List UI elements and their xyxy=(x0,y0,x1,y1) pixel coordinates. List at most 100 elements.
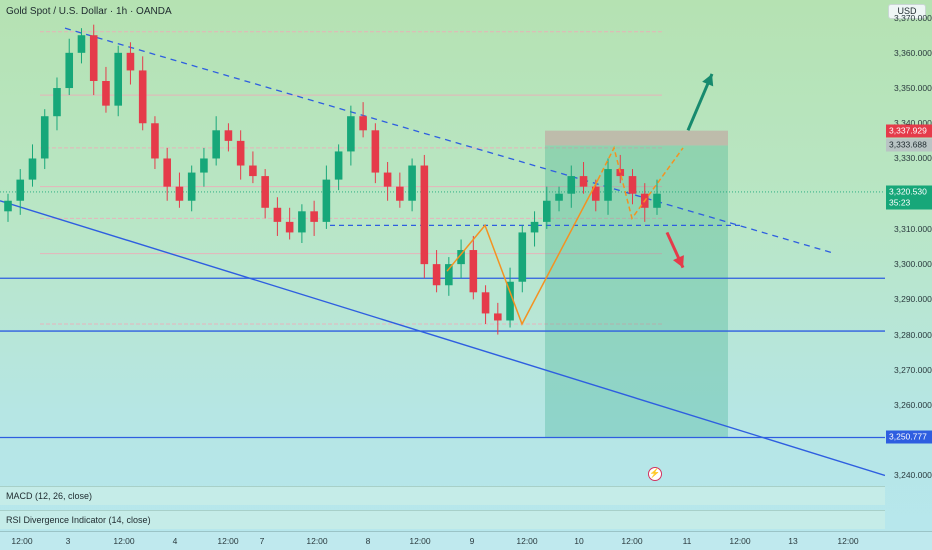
chart-area[interactable] xyxy=(0,0,885,486)
time-tick-label: 12:00 xyxy=(217,536,239,546)
candle-body xyxy=(77,35,86,53)
price-tick-label: 3,310.000 xyxy=(894,223,932,234)
candle-body xyxy=(212,130,220,159)
price-marker-label: 3,320.530 xyxy=(886,185,932,199)
symbol-title[interactable]: Gold Spot / U.S. Dollar · 1h · OANDA xyxy=(6,6,172,17)
candle-body xyxy=(530,221,539,233)
time-tick-label: 12:00 xyxy=(837,536,859,546)
candle-body xyxy=(591,186,600,201)
candle-body xyxy=(53,88,61,117)
candle-body xyxy=(445,264,453,286)
candle-body xyxy=(224,130,233,141)
candle-body xyxy=(347,116,355,152)
candle-body xyxy=(555,193,563,201)
candle-body xyxy=(494,313,502,321)
candle-body xyxy=(89,35,98,81)
orange-wave-path xyxy=(446,179,599,326)
candle-body xyxy=(408,165,416,201)
candle-body xyxy=(420,165,429,265)
candle-body xyxy=(28,158,37,180)
price-chart[interactable] xyxy=(0,0,885,486)
candle-body xyxy=(359,116,367,131)
candle-body xyxy=(383,172,392,187)
stop-zone-box xyxy=(545,130,728,146)
time-tick-label: 4 xyxy=(172,536,178,546)
price-marker-label: 3,250.777 xyxy=(886,430,932,444)
price-marker-label: 3,337.929 xyxy=(886,124,932,138)
time-axis[interactable]: 12:00 3 12:00 4 12:00 7 12:00 8 12:00 9 12:00 10 12:… xyxy=(0,531,932,550)
candle-body xyxy=(518,232,527,282)
candle-body xyxy=(481,292,490,314)
candle-body xyxy=(249,165,257,177)
macd-panel[interactable]: MACD (12, 26, close) xyxy=(0,486,885,505)
candle-body xyxy=(506,281,514,321)
candle-body xyxy=(126,52,135,71)
candle-body xyxy=(114,52,123,106)
price-tick-label: 3,330.000 xyxy=(894,153,932,164)
time-tick-label: 3 xyxy=(65,536,71,546)
candle-body xyxy=(285,221,294,233)
candle-body xyxy=(457,250,465,265)
up-arrow-head xyxy=(702,73,714,87)
time-tick-label: 12:00 xyxy=(516,536,538,546)
time-tick-label: 7 xyxy=(259,536,265,546)
candle-body xyxy=(261,176,269,208)
candle-body xyxy=(273,207,282,222)
candle-body xyxy=(469,250,478,293)
rsi-panel[interactable]: RSI Divergence Indicator (14, close) xyxy=(0,510,885,529)
price-axis[interactable]: 3,370.0003,360.0003,350.0003,340.0003,33… xyxy=(885,0,932,520)
candle-body xyxy=(4,200,12,212)
time-tick-label: 9 xyxy=(469,536,475,546)
price-tick-label: 3,240.000 xyxy=(894,470,932,481)
time-tick-label: 12:00 xyxy=(621,536,643,546)
candle-body xyxy=(175,186,184,201)
candle-body xyxy=(163,158,171,187)
time-tick-label: 12:00 xyxy=(729,536,751,546)
price-tick-label: 3,260.000 xyxy=(894,400,932,410)
candle-body xyxy=(604,169,612,201)
candle-body xyxy=(310,211,318,222)
descending-trendline xyxy=(0,200,885,477)
price-tick-label: 3,370.000 xyxy=(894,12,932,23)
price-tick-label: 3,290.000 xyxy=(894,294,932,305)
price-tick-label: 3,280.000 xyxy=(894,329,932,340)
candle-body xyxy=(432,264,441,286)
price-marker-label: 3,333.688 xyxy=(886,138,932,152)
price-tick-label: 3,300.000 xyxy=(894,259,932,270)
macd-label: MACD (12, 26, close) xyxy=(6,491,93,501)
time-tick-label: 8 xyxy=(365,536,371,546)
price-tick-label: 3,360.000 xyxy=(894,47,932,58)
rsi-label: RSI Divergence Indicator (14, close) xyxy=(6,515,151,525)
candle-body xyxy=(65,52,74,89)
price-tick-label: 3,340.000 xyxy=(894,118,932,128)
candle-body xyxy=(151,123,159,159)
candle-body xyxy=(236,140,245,166)
price-tick-label: 3,350.000 xyxy=(894,83,932,94)
dashed-trendline xyxy=(64,27,836,255)
candle-body xyxy=(187,172,196,201)
price-marker-label: 35:23 xyxy=(886,196,932,210)
down-arrow-head xyxy=(672,255,684,268)
time-tick-label: 12:00 xyxy=(306,536,328,546)
candle-body xyxy=(653,193,661,208)
candle-body xyxy=(138,70,147,124)
orange-projection-path xyxy=(597,145,684,221)
time-tick-label: 12:00 xyxy=(113,536,135,546)
candle-body xyxy=(579,176,588,187)
currency-button[interactable]: USD xyxy=(888,4,926,19)
candle-body xyxy=(322,179,331,222)
candle-body xyxy=(334,151,343,180)
time-tick-label: 12:00 xyxy=(409,536,431,546)
time-tick-label: 11 xyxy=(682,536,692,546)
candle-body xyxy=(567,176,576,194)
candle-body xyxy=(16,179,25,201)
target-zone-box xyxy=(545,145,728,438)
time-tick-label: 12:00 xyxy=(11,536,33,546)
candle-body xyxy=(628,176,637,194)
candle-body xyxy=(40,116,49,159)
candle-body xyxy=(102,81,110,106)
price-tick-label: 3,270.000 xyxy=(894,364,932,375)
candle-body xyxy=(200,158,208,173)
lightning-icon[interactable]: ⚡ xyxy=(648,467,662,481)
candle-body xyxy=(371,130,380,173)
